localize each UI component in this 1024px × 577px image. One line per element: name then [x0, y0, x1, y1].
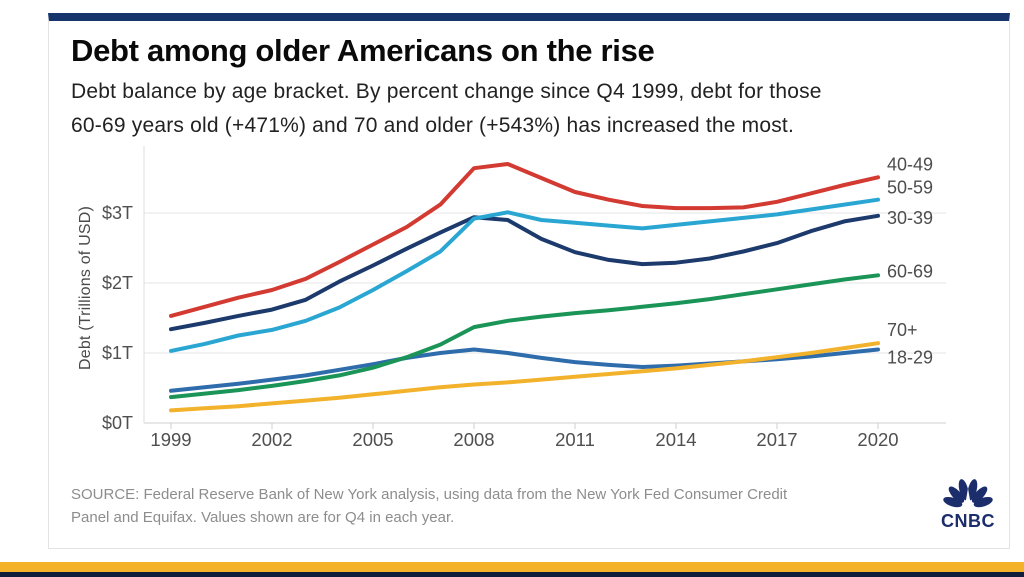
- series-label-70+: 70+: [887, 320, 918, 340]
- x-tick-label-2017: 2017: [756, 429, 797, 450]
- subtitle-line-2: 60-69 years old (+471%) and 70 and older…: [71, 114, 794, 137]
- series-line-60-69: [169, 273, 880, 400]
- chart-card: Debt among older Americans on the rise D…: [48, 13, 1010, 549]
- y-tick-label-$3T: $3T: [102, 203, 133, 223]
- series-label-60-69: 60-69: [887, 261, 933, 281]
- series-label-40-49: 40-49: [887, 154, 933, 174]
- x-tick-label-2008: 2008: [453, 429, 494, 450]
- y-tick-label-$1T: $1T: [102, 343, 133, 363]
- series-label-50-59: 50-59: [887, 178, 933, 198]
- x-tick-label-2002: 2002: [251, 429, 292, 450]
- peacock-icon: [943, 479, 993, 508]
- bottom-gold-bar: [0, 562, 1024, 572]
- y-tick-label-$2T: $2T: [102, 273, 133, 293]
- bottom-navy-bar: [0, 572, 1024, 577]
- series-line-30-39: [169, 213, 880, 332]
- series-line-70+: [169, 341, 880, 413]
- x-tick-label-2020: 2020: [857, 429, 898, 450]
- series-line-50-59: [169, 197, 880, 353]
- x-tick-label-2005: 2005: [352, 429, 393, 450]
- x-tick-label-1999: 1999: [150, 429, 191, 450]
- source-note: SOURCE: Federal Reserve Bank of New York…: [71, 483, 787, 529]
- line-chart: $0T $1T $2T $3T 1999 2002 2005 2008 2011 2014 2017…: [102, 146, 946, 450]
- x-tick-label-2014: 2014: [655, 429, 696, 450]
- x-tick-label-2011: 2011: [555, 429, 595, 450]
- source-line-2: Panel and Equifax. Values shown are for …: [71, 509, 455, 526]
- cnbc-logo: CNBC: [927, 476, 1009, 532]
- chart-subtitle: Debt balance by age bracket. By percent …: [71, 75, 822, 143]
- series-line-40-49: [169, 162, 880, 318]
- source-line-1: SOURCE: Federal Reserve Bank of New York…: [71, 486, 788, 503]
- series-label-30-39: 30-39: [887, 208, 933, 228]
- subtitle-line-1: Debt balance by age bracket. By percent …: [71, 80, 822, 103]
- cnbc-logo-text: CNBC: [941, 511, 995, 531]
- series-label-18-29: 18-29: [887, 348, 933, 368]
- chart-title: Debt among older Americans on the rise: [71, 33, 655, 68]
- y-tick-label-$0T: $0T: [102, 413, 133, 433]
